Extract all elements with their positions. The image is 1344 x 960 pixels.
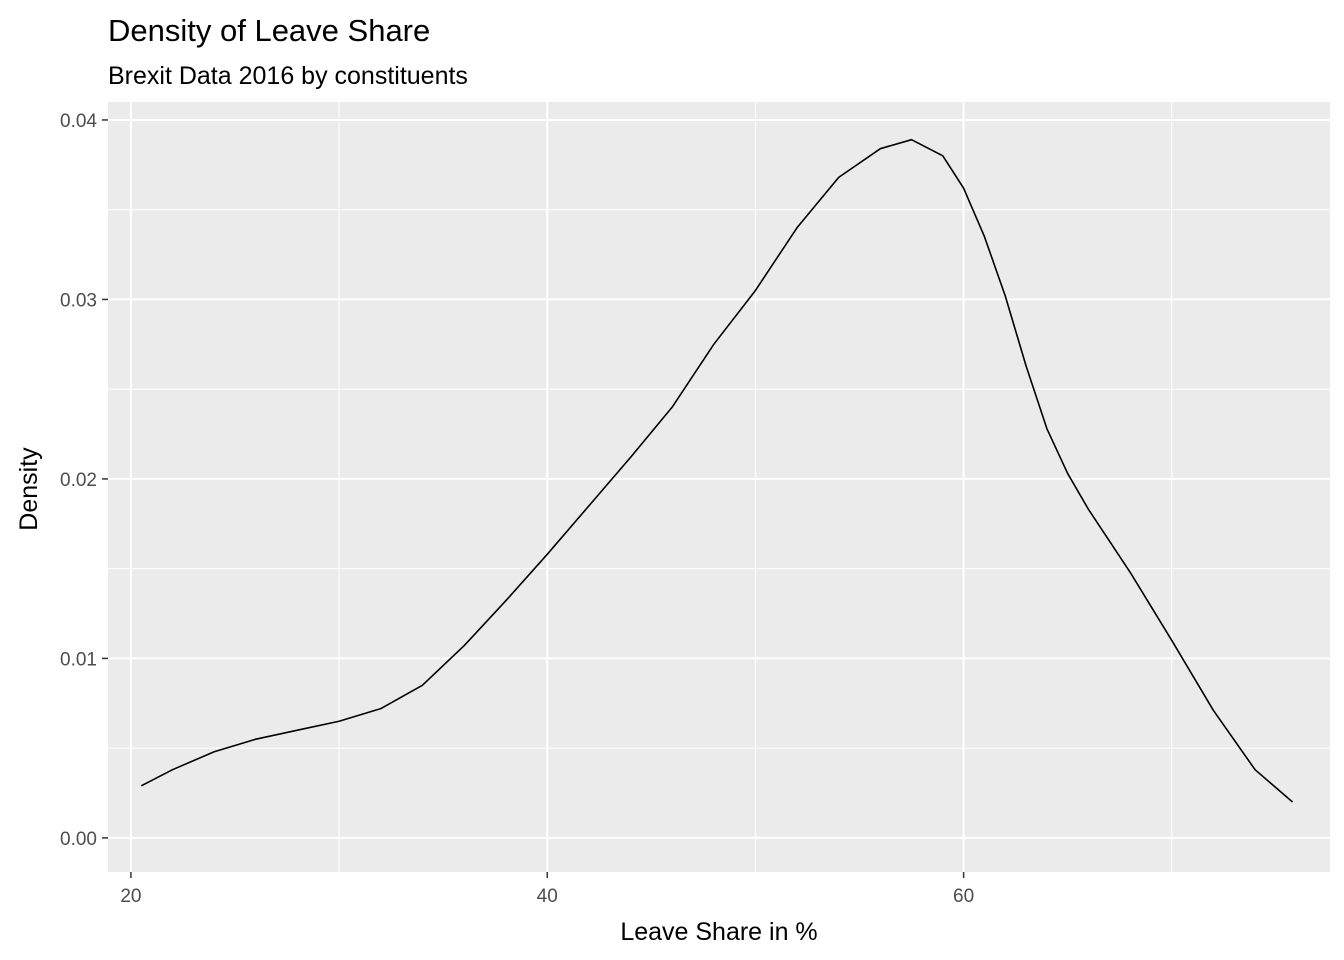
y-tick-label: 0.00 [60,829,97,850]
y-tick-label: 0.01 [60,649,97,670]
y-axis: 0.00 0.01 0.02 0.03 0.04 [60,111,108,850]
chart-subtitle: Brexit Data 2016 by constituents [108,62,468,90]
x-tick-label: 60 [953,886,974,907]
density-line [140,138,1294,803]
y-tick-label: 0.04 [60,111,97,132]
y-tick-label: 0.03 [60,290,97,311]
x-axis-title: Leave Share in % [620,918,817,946]
major-gridlines [108,102,1330,872]
plot-panel [108,102,1330,872]
chart-title: Density of Leave Share [108,13,430,48]
y-axis-title: Density [15,447,43,531]
x-tick-label: 40 [537,886,558,907]
series-layer [140,138,1294,803]
y-tick-label: 0.02 [60,470,97,491]
minor-gridlines [108,102,1330,872]
x-tick-label: 20 [120,886,141,907]
x-axis: 20 40 60 [120,872,974,907]
